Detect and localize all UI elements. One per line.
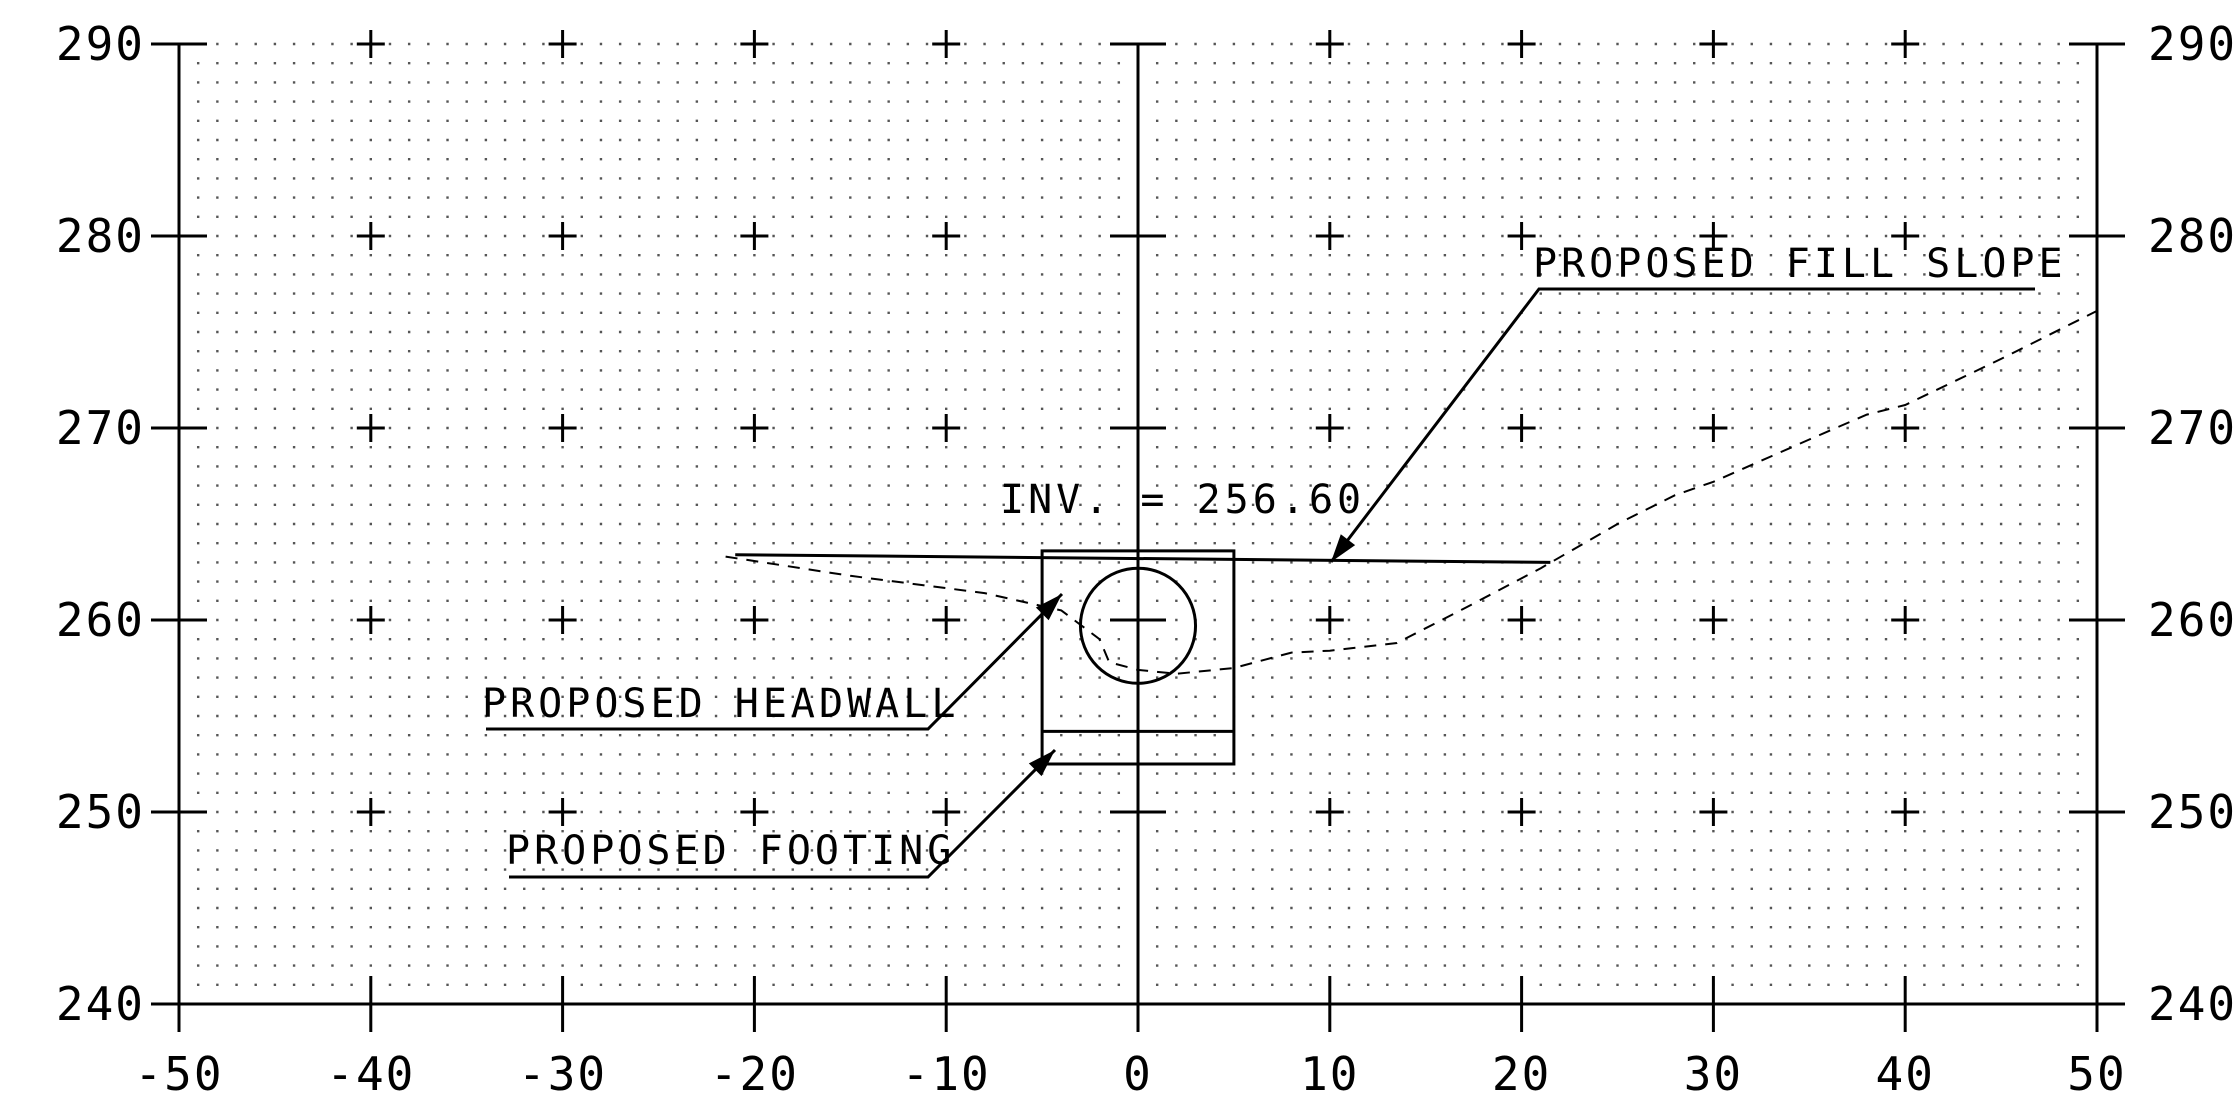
fill-slope-label: PROPOSED FILL SLOPE xyxy=(1533,241,2067,287)
y-tick-label-left: 280 xyxy=(56,209,145,263)
grid-crosshair-marks xyxy=(356,30,1920,826)
axis-ticks xyxy=(151,42,2125,1032)
grid-plus-mark xyxy=(740,606,769,634)
grid-plus-mark xyxy=(740,30,769,58)
y-tick-label-right: 290 xyxy=(2148,17,2237,71)
x-tick-label: -10 xyxy=(902,1047,991,1101)
x-tick-label: 20 xyxy=(1492,1047,1551,1101)
headwall-leader xyxy=(486,592,1064,731)
y-tick-label-right: 260 xyxy=(2148,593,2237,647)
grid-plus-mark xyxy=(548,606,577,634)
grid-plus-mark xyxy=(1315,606,1344,634)
fill-slope-leader-arrowhead xyxy=(1331,534,1356,562)
headwall-leader-arrowhead xyxy=(1035,594,1062,621)
grid-plus-mark xyxy=(548,30,577,58)
grid-plus-mark xyxy=(1507,606,1536,634)
grid-plus-mark xyxy=(1507,798,1536,826)
grid-plus-mark xyxy=(1699,606,1728,634)
grid-plus-mark xyxy=(1315,798,1344,826)
x-tick-label: -20 xyxy=(710,1047,799,1101)
grid-plus-mark xyxy=(740,222,769,250)
grid-plus-mark xyxy=(1507,222,1536,250)
fill-slope-leader xyxy=(1329,287,2035,563)
pipe-circle xyxy=(1078,566,1198,685)
y-tick-label-left: 240 xyxy=(56,977,145,1031)
grid-plus-mark xyxy=(1507,414,1536,442)
grid-plus-mark xyxy=(1315,222,1344,250)
grid-plus-mark xyxy=(1507,30,1536,58)
y-tick-label-right: 270 xyxy=(2148,401,2237,455)
grid-plus-mark xyxy=(1315,414,1344,442)
axis-tick-labels: 240 240 250 250 260 260 270 270 280 280 290 290 -50 -… xyxy=(56,17,2237,1101)
drawing-features xyxy=(486,287,2098,879)
grid-plus-mark xyxy=(1699,798,1728,826)
y-tick-label-left: 270 xyxy=(56,401,145,455)
grid-plus-mark xyxy=(1891,606,1920,634)
footing-leader xyxy=(509,748,1057,879)
grid-plus-mark xyxy=(356,30,385,58)
callouts: INV. = 256.60 PROPOSED FILL SLOPE PROPOS… xyxy=(482,241,2067,874)
y-tick-label-left: 260 xyxy=(56,593,145,647)
grid-plus-mark xyxy=(548,798,577,826)
grid-plus-mark xyxy=(932,606,961,634)
y-tick-label-left: 250 xyxy=(56,785,145,839)
grid-plus-mark xyxy=(356,798,385,826)
x-tick-label: 0 xyxy=(1123,1047,1153,1101)
x-tick-label: 10 xyxy=(1300,1047,1359,1101)
y-tick-label-right: 240 xyxy=(2148,977,2237,1031)
grid-plus-mark xyxy=(1891,798,1920,826)
grid-plus-mark xyxy=(1699,414,1728,442)
grid-plus-mark xyxy=(1891,30,1920,58)
grid-plus-mark xyxy=(932,414,961,442)
grid-plus-mark xyxy=(740,798,769,826)
y-tick-label-left: 290 xyxy=(56,17,145,71)
grid-plus-mark xyxy=(356,414,385,442)
grid-plus-mark xyxy=(356,222,385,250)
grid-plus-mark xyxy=(1699,222,1728,250)
grid-plus-mark xyxy=(932,798,961,826)
grid-plus-mark xyxy=(740,414,769,442)
x-tick-label: -40 xyxy=(326,1047,415,1101)
grid-plus-mark xyxy=(932,222,961,250)
grid-plus-mark xyxy=(356,606,385,634)
grid-plus-mark xyxy=(548,414,577,442)
footing-label: PROPOSED FOOTING xyxy=(506,828,955,874)
headwall-outline xyxy=(1040,549,1236,766)
proposed-fill-slope-line xyxy=(735,553,1551,564)
grid-plus-mark xyxy=(1699,30,1728,58)
footing-leader-arrowhead xyxy=(1028,750,1055,777)
y-tick-label-right: 280 xyxy=(2148,209,2237,263)
grid-plus-mark xyxy=(1891,414,1920,442)
grid-plus-mark xyxy=(932,30,961,58)
x-tick-label: 30 xyxy=(1684,1047,1743,1101)
x-tick-label: 50 xyxy=(2067,1047,2126,1101)
grid-plus-mark xyxy=(1891,222,1920,250)
x-tick-label: -50 xyxy=(134,1047,223,1101)
x-tick-label: -30 xyxy=(518,1047,607,1101)
headwall-label: PROPOSED HEADWALL xyxy=(482,681,959,727)
y-tick-label-right: 250 xyxy=(2148,785,2237,839)
invert-label: INV. = 256.60 xyxy=(1000,477,1365,523)
x-tick-label: 40 xyxy=(1876,1047,1935,1101)
grid-plus-mark xyxy=(548,222,577,250)
grid-plus-mark xyxy=(1315,30,1344,58)
